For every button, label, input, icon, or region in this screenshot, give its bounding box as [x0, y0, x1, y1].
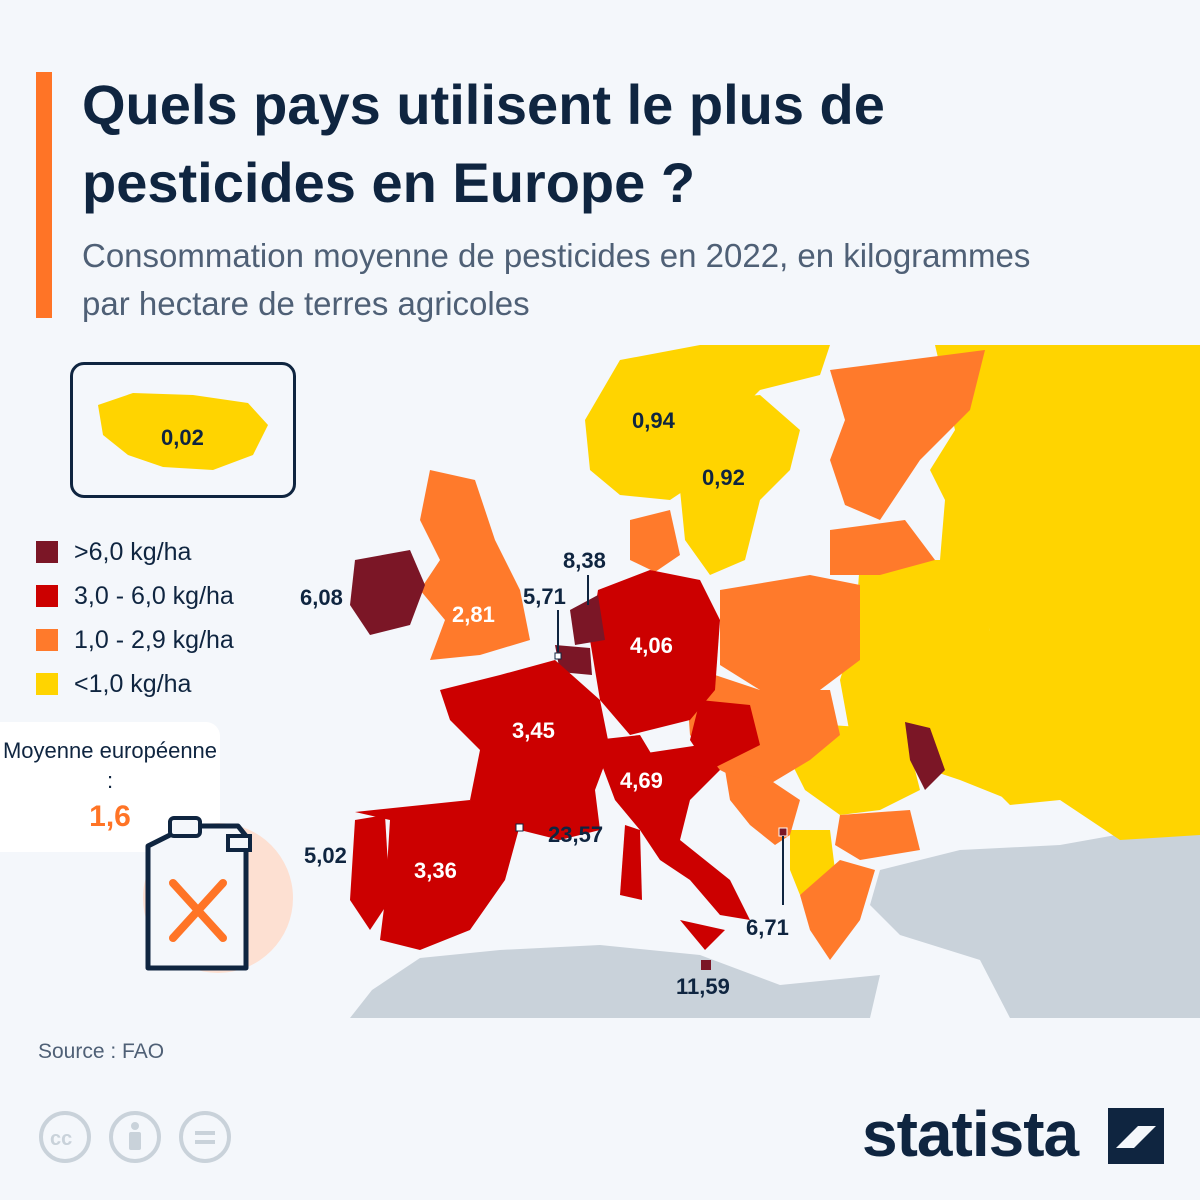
region-finland [830, 350, 985, 520]
region-italy [600, 745, 750, 920]
marker-andorra [515, 823, 524, 832]
marker-montenegro [778, 827, 788, 837]
label-andorra: 23,57 [548, 822, 603, 847]
average-label: Moyenne européenne : [2, 738, 218, 793]
legend-item: 3,0 - 6,0 kg/ha [36, 574, 234, 618]
region-poland [720, 575, 860, 690]
region-uk [420, 470, 530, 660]
legend-swatch-yellow [36, 673, 58, 695]
legend-item: <1,0 kg/ha [36, 662, 234, 706]
legend-label: >6,0 kg/ha [74, 537, 192, 566]
label-norway: 0,94 [632, 408, 676, 433]
region-balkans [725, 770, 800, 845]
region-netherlands [570, 595, 605, 645]
region-sicily [680, 920, 725, 950]
label-italy: 4,69 [620, 768, 663, 793]
legend-swatch-red [36, 585, 58, 607]
region-north-africa [350, 945, 880, 1018]
label-belgium: 5,71 [523, 584, 566, 609]
page-title: Quels pays utilisent le plus de pesticid… [82, 73, 885, 214]
label-portugal: 5,02 [304, 843, 347, 868]
svg-text:cc: cc [50, 1128, 72, 1150]
label-ireland: 6,08 [300, 585, 343, 610]
legend: >6,0 kg/ha 3,0 - 6,0 kg/ha 1,0 - 2,9 kg/… [36, 530, 234, 706]
page-subtitle: Consommation moyenne de pesticides en 20… [82, 237, 1031, 322]
region-greece [800, 860, 875, 960]
region-sweden [680, 395, 800, 575]
legend-item: 1,0 - 2,9 kg/ha [36, 618, 234, 662]
region-portugal [350, 815, 390, 930]
region-spain [355, 800, 520, 950]
region-france [440, 660, 610, 840]
label-montenegro: 6,71 [746, 915, 789, 940]
source-text: Source : FAO [38, 1040, 165, 1063]
label-malta: 11,59 [676, 974, 730, 999]
label-spain: 3,36 [414, 858, 457, 883]
title-accent-bar [36, 72, 52, 318]
label-iceland: 0,02 [161, 425, 204, 450]
region-bulgaria [835, 810, 920, 860]
legend-swatch-orange [36, 629, 58, 651]
marker-malta [701, 960, 711, 970]
region-ireland [350, 550, 425, 635]
label-uk: 2,81 [452, 602, 495, 627]
statista-logo-icon[interactable] [1108, 1108, 1164, 1164]
jerrycan-icon [143, 816, 293, 973]
label-sweden: 0,92 [702, 465, 745, 490]
cc-icon[interactable]: cc [38, 1110, 92, 1164]
legend-label: <1,0 kg/ha [74, 669, 192, 698]
average-value: 1,6 [89, 800, 131, 833]
region-austria-hungary [690, 700, 760, 770]
region-turkey-middle-east [870, 820, 1200, 1018]
attribution-icon[interactable] [108, 1110, 162, 1164]
region-sardinia-corsica [620, 825, 642, 900]
region-baltics [830, 520, 935, 575]
legend-item: >6,0 kg/ha [36, 530, 234, 574]
label-france: 3,45 [512, 718, 555, 743]
iceland-inset: 0,02 [70, 362, 296, 498]
region-belgium [555, 645, 592, 675]
no-derivatives-icon[interactable] [178, 1110, 232, 1164]
marker-belgium [554, 652, 562, 660]
region-north-macedonia-albania [790, 830, 835, 895]
legend-label: 3,0 - 6,0 kg/ha [74, 581, 234, 610]
legend-swatch-dark [36, 541, 58, 563]
region-iceland [98, 393, 268, 470]
label-netherlands: 8,38 [563, 548, 606, 573]
region-denmark [630, 510, 680, 572]
statista-brand[interactable]: statista [862, 1098, 1079, 1170]
legend-label: 1,0 - 2,9 kg/ha [74, 625, 234, 654]
license-icons: cc [38, 1110, 232, 1164]
label-germany: 4,06 [630, 633, 673, 658]
region-germany [590, 570, 720, 735]
region-moldova [905, 722, 945, 790]
